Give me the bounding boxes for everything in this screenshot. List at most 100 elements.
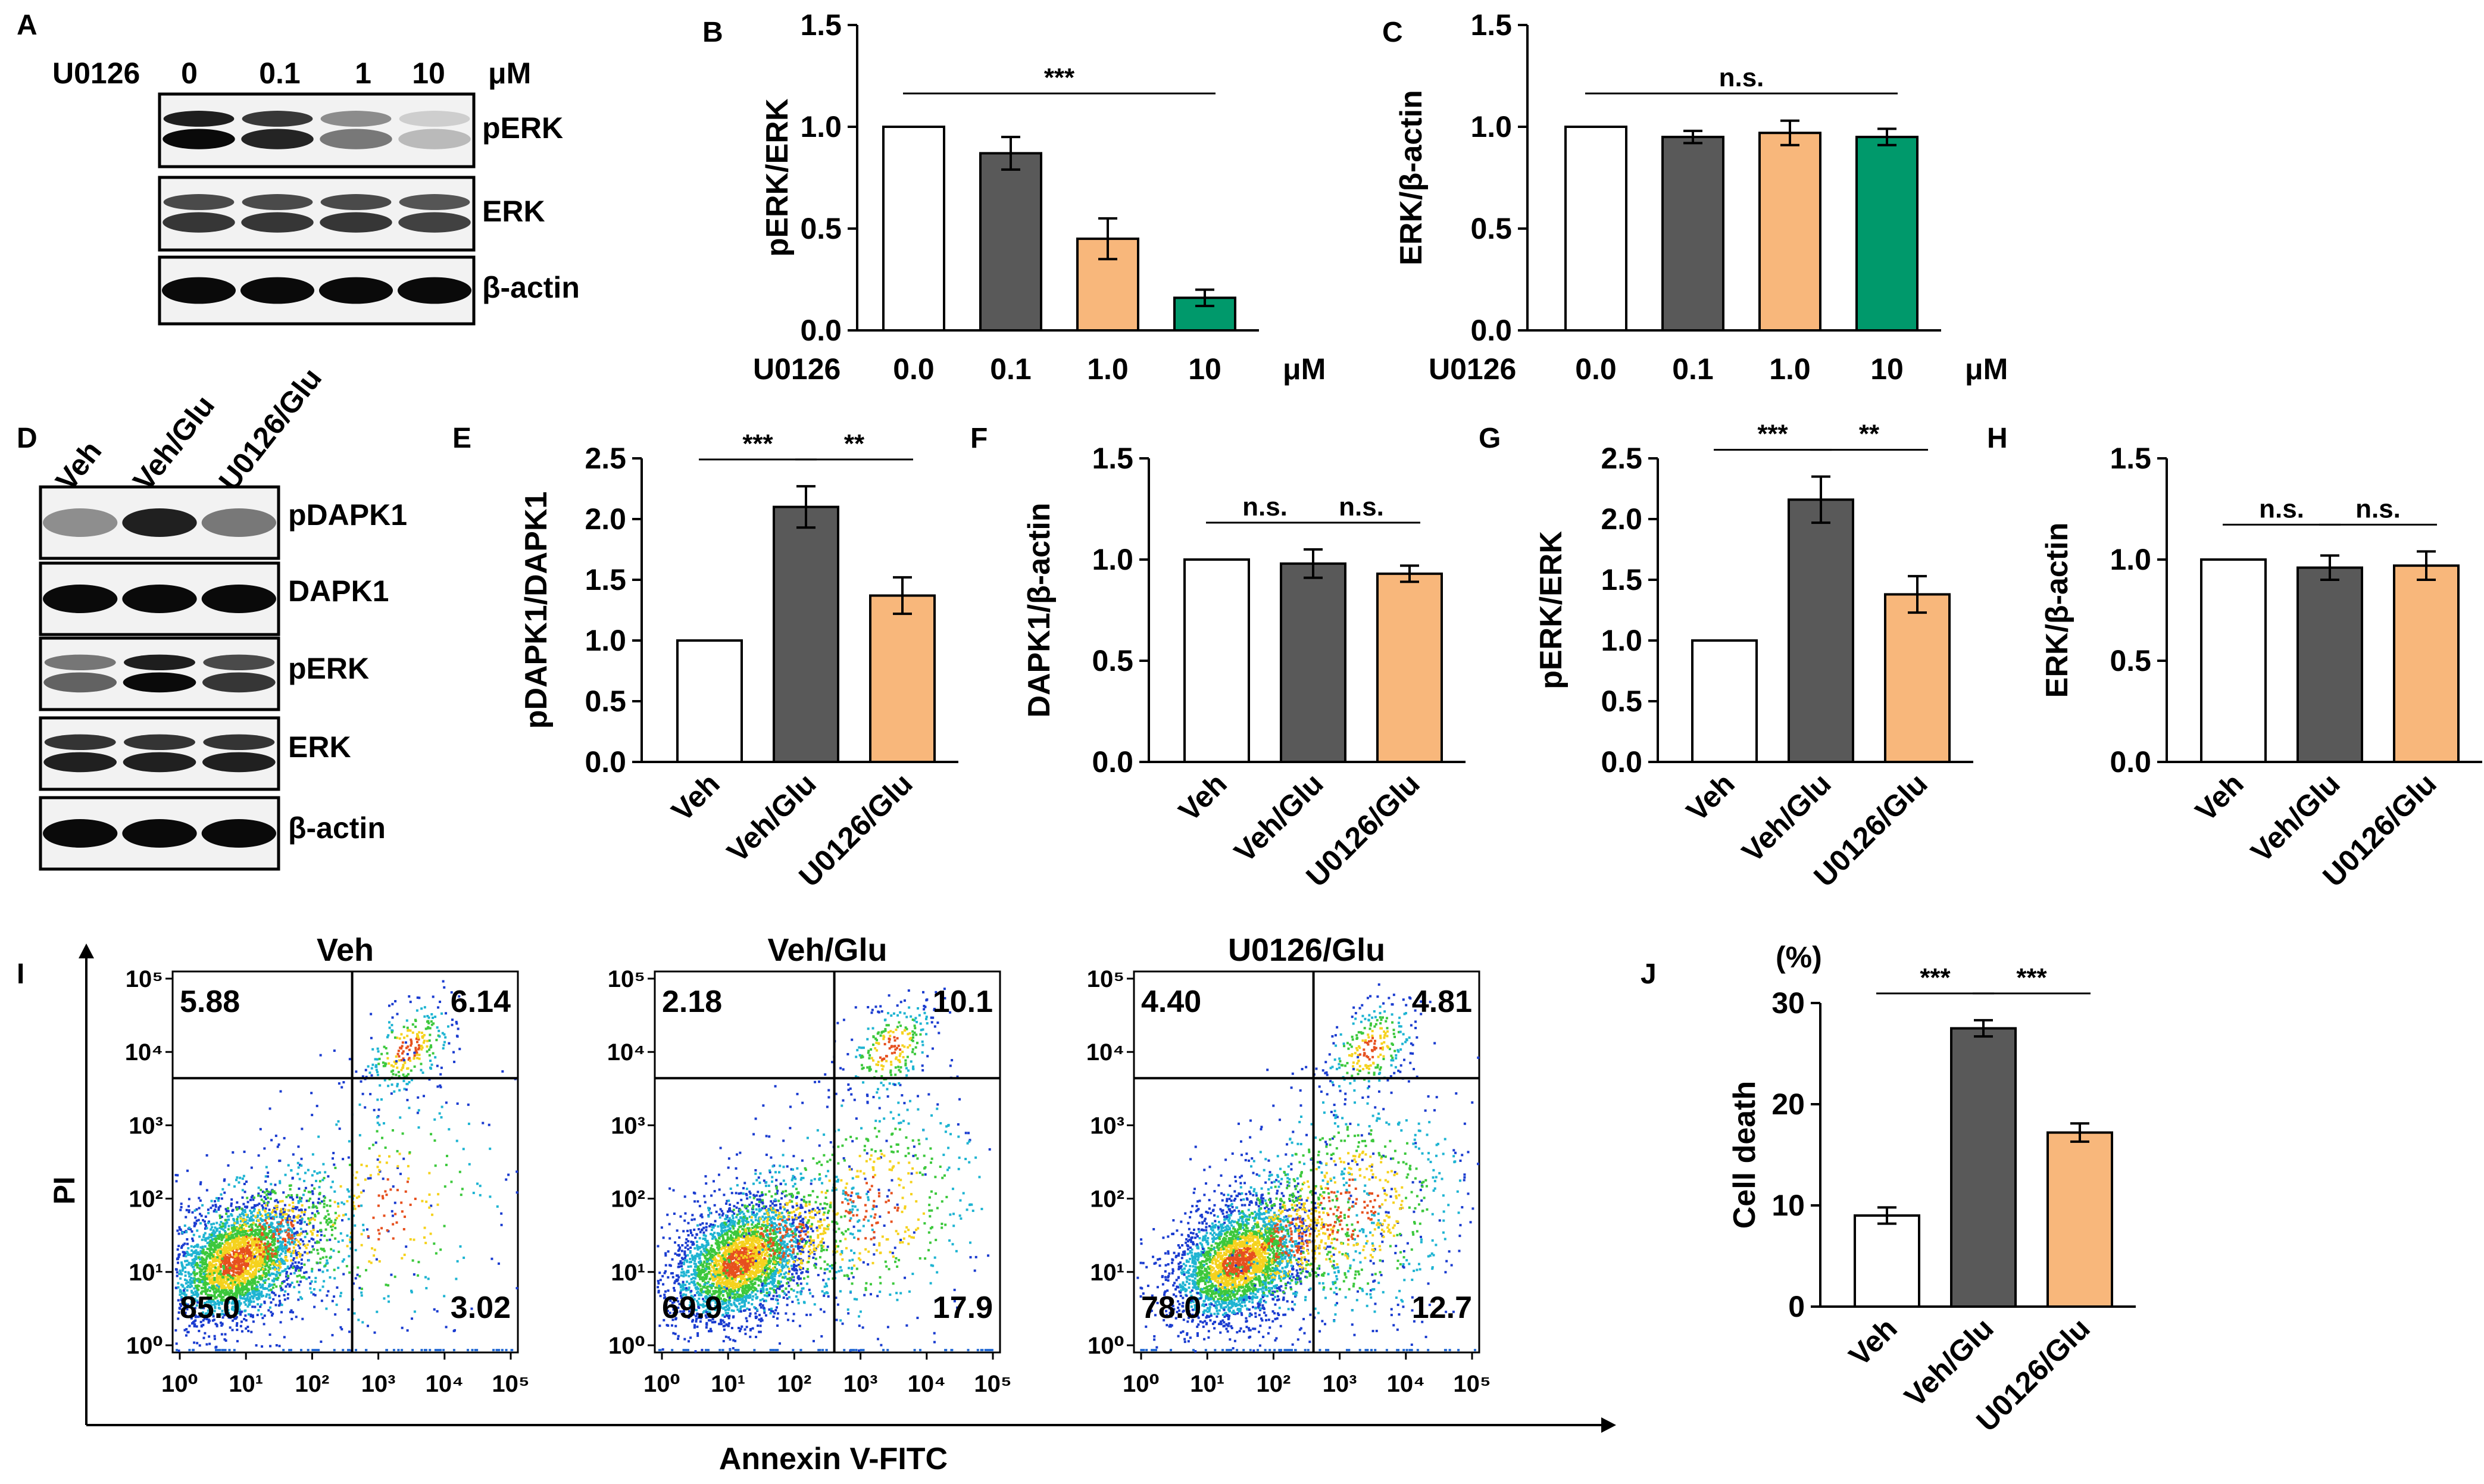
- flow-dot: [326, 1259, 329, 1262]
- flow-dot: [777, 1261, 780, 1264]
- flow-dot: [258, 1259, 261, 1262]
- flow-dot: [214, 1278, 217, 1281]
- flow-dot: [204, 1232, 207, 1235]
- flow-dot: [261, 1214, 264, 1217]
- flow-dot: [221, 1248, 224, 1251]
- flow-dot: [330, 1220, 333, 1223]
- flow-dot: [708, 1308, 711, 1311]
- flow-dot: [707, 1298, 710, 1301]
- flow-dot: [748, 1191, 751, 1194]
- flow-dot: [396, 1149, 399, 1152]
- flow-dot: [288, 1349, 291, 1351]
- flow-dot: [183, 1293, 186, 1296]
- flow-dot: [274, 1249, 277, 1252]
- flow-dot: [405, 1083, 408, 1086]
- flow-dot: [279, 1159, 282, 1162]
- flow-dot: [184, 1252, 187, 1255]
- flow-dot: [227, 1236, 230, 1239]
- flow-dot: [217, 1303, 220, 1306]
- flow-dot: [234, 1280, 237, 1283]
- flow-dot: [267, 1255, 270, 1258]
- flow-dot: [413, 1065, 416, 1068]
- flow-dot: [245, 1252, 248, 1255]
- flow-dot: [245, 1224, 248, 1227]
- flow-dot: [398, 1059, 401, 1062]
- flow-dot: [258, 1244, 261, 1246]
- flow-dot: [305, 1271, 308, 1274]
- flow-dot: [398, 1074, 401, 1077]
- flow-dot: [406, 1052, 409, 1055]
- flow-dot: [191, 1211, 194, 1214]
- flow-dot: [177, 1311, 180, 1314]
- flow-dot: [246, 1291, 249, 1294]
- flow-dot: [227, 1283, 230, 1286]
- flow-dot: [720, 1248, 723, 1251]
- flow-dot: [208, 1264, 211, 1267]
- flow-dot: [236, 1221, 239, 1224]
- flow-dot: [386, 1178, 389, 1181]
- flow-dot: [226, 1250, 229, 1253]
- flow-dot: [223, 1233, 226, 1236]
- flow-dot: [763, 1311, 766, 1314]
- flow-dot: [290, 1209, 293, 1212]
- flow-dot: [330, 1225, 333, 1228]
- flow-dot: [217, 1267, 220, 1270]
- flow-dot: [224, 1301, 227, 1304]
- flow-dot: [401, 1132, 404, 1135]
- flow-dot: [282, 1239, 285, 1242]
- flow-dot: [369, 1174, 372, 1177]
- flow-dot: [416, 1041, 419, 1044]
- flow-dot: [755, 1203, 758, 1206]
- flow-dot: [188, 1261, 190, 1264]
- flow-dot: [687, 1240, 690, 1243]
- flow-dot: [243, 1239, 246, 1242]
- flow-dot: [760, 1201, 763, 1204]
- flow-dot: [203, 1258, 206, 1261]
- flow-dot: [280, 1311, 283, 1314]
- flow-dot: [295, 1251, 298, 1254]
- flow-dot: [310, 1230, 313, 1233]
- flow-dot: [209, 1239, 212, 1242]
- flow-dot: [217, 1256, 220, 1259]
- flow-dot: [211, 1313, 214, 1316]
- flow-dot: [210, 1248, 213, 1251]
- flow-dot: [257, 1194, 260, 1197]
- flow-dot: [367, 1177, 370, 1180]
- flow-dot: [396, 1083, 399, 1086]
- flow-dot: [397, 1349, 400, 1351]
- flow-dot: [239, 1224, 242, 1227]
- flow-dot: [714, 1237, 717, 1240]
- flow-dot: [227, 1224, 230, 1227]
- flow-dot: [218, 1242, 221, 1245]
- flow-dot: [234, 1247, 237, 1250]
- flow-dot: [221, 1300, 224, 1303]
- flow-dot: [722, 1307, 725, 1310]
- flow-dot: [311, 1270, 314, 1273]
- flow-dot: [771, 1298, 774, 1301]
- flow-dot: [748, 1204, 751, 1207]
- flow-dot: [175, 1342, 178, 1345]
- flow-dot: [296, 1221, 299, 1224]
- flow-dot: [376, 1158, 379, 1161]
- flow-dot: [316, 1234, 319, 1237]
- flow-dot: [695, 1274, 698, 1277]
- flow-dot: [437, 1193, 440, 1196]
- flow-dot: [213, 1238, 216, 1241]
- flow-dot: [247, 1262, 250, 1265]
- flow-dot: [402, 1050, 405, 1053]
- flow-dot: [182, 1267, 185, 1270]
- flow-dot: [265, 1287, 268, 1290]
- flow-dot: [761, 1304, 764, 1307]
- flow-dot: [749, 1335, 752, 1338]
- flow-dot: [277, 1304, 280, 1307]
- band: [163, 129, 235, 149]
- flow-dot: [376, 1121, 379, 1124]
- flow-dot: [680, 1271, 683, 1274]
- flow-dot: [196, 1245, 199, 1248]
- flow-dot: [224, 1219, 227, 1221]
- flow-dot: [252, 1300, 255, 1303]
- flow-dot: [257, 1233, 260, 1236]
- flow-dot: [267, 1233, 270, 1236]
- dose-label: 0: [181, 57, 198, 90]
